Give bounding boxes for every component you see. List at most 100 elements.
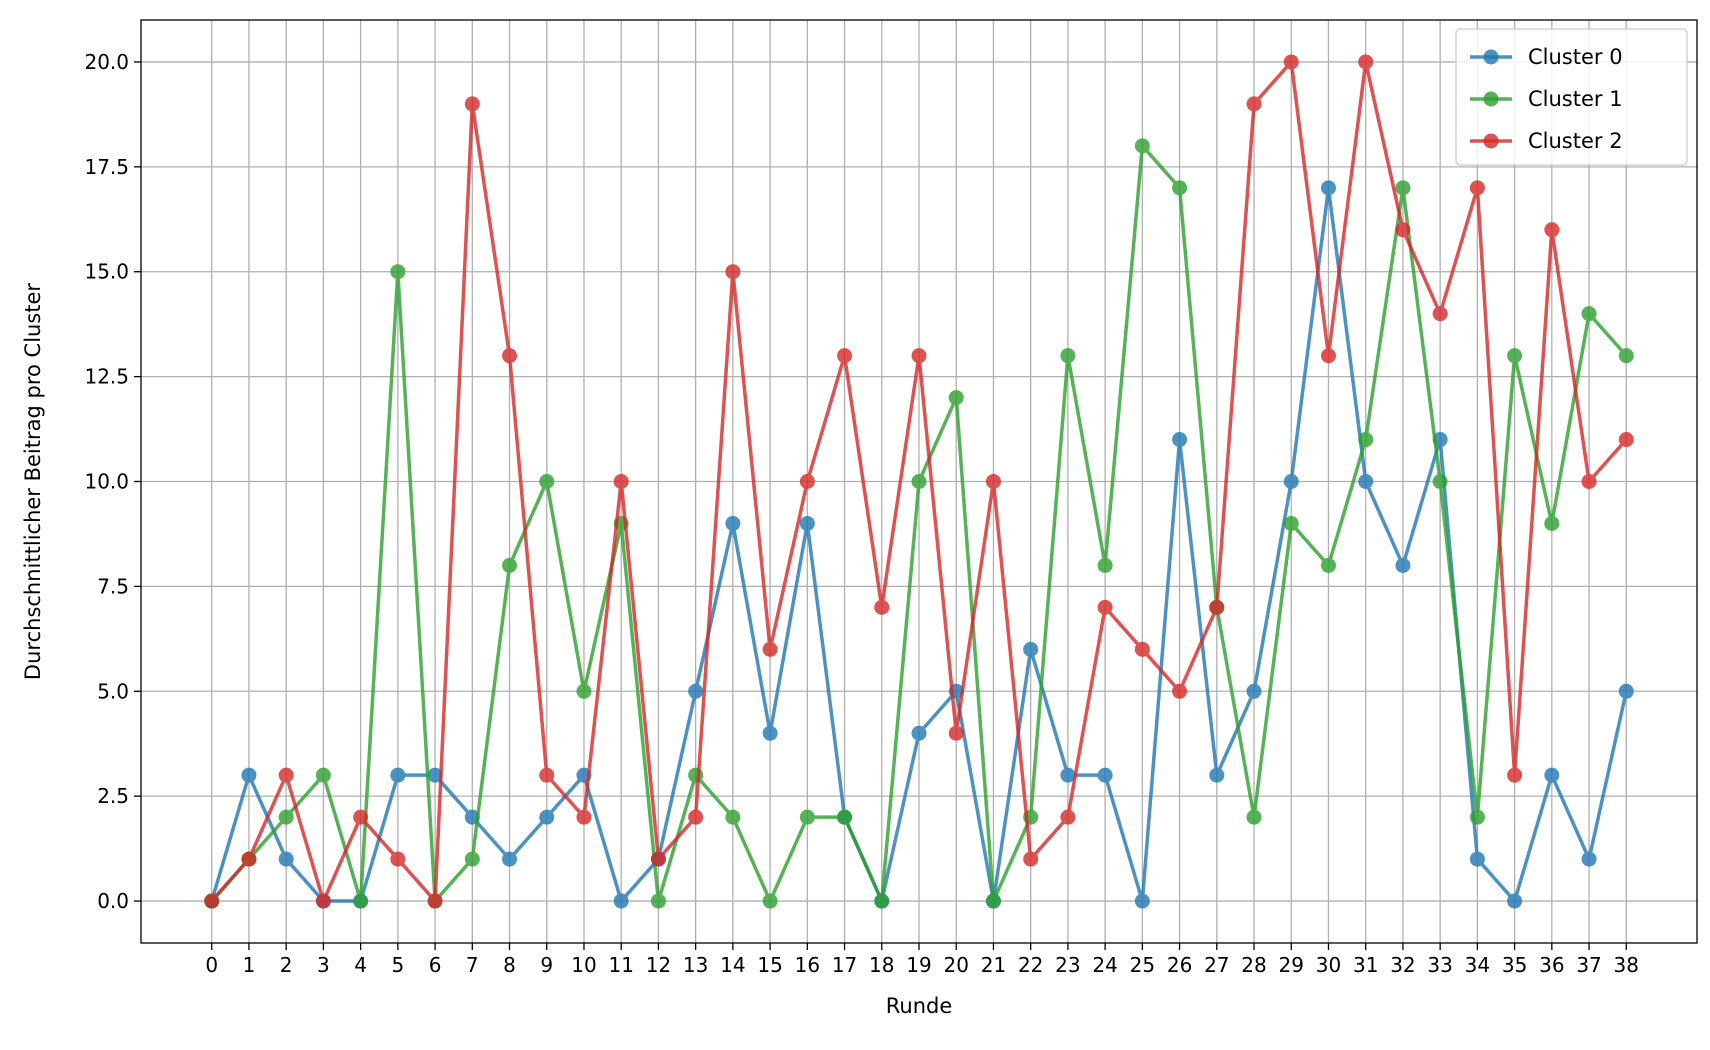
x-tick-label: 17 — [832, 953, 857, 977]
data-point — [315, 893, 331, 909]
data-point — [1283, 54, 1299, 70]
data-point — [1395, 222, 1411, 238]
x-tick-label: 7 — [466, 953, 479, 977]
data-point — [1172, 180, 1188, 196]
data-point — [613, 474, 629, 489]
data-point — [1469, 851, 1485, 867]
data-point — [502, 851, 518, 867]
data-point — [911, 725, 927, 741]
data-point — [1581, 306, 1597, 322]
data-point — [1507, 767, 1523, 783]
data-point — [1469, 809, 1485, 825]
x-axis-label: Runde — [886, 994, 953, 1018]
y-tick-label: 7.5 — [97, 574, 129, 598]
x-tick-label: 26 — [1167, 953, 1192, 977]
data-point — [1358, 432, 1374, 448]
data-point — [1469, 180, 1485, 196]
data-point — [1209, 599, 1225, 615]
data-point — [799, 809, 815, 825]
x-tick-label: 25 — [1130, 953, 1155, 977]
x-tick-label: 12 — [646, 953, 671, 977]
data-point — [1172, 432, 1188, 448]
x-tick-label: 29 — [1279, 953, 1304, 977]
legend-swatch-marker — [1483, 133, 1499, 149]
data-point — [1172, 683, 1188, 699]
legend: Cluster 0 Cluster 1 Cluster 2 — [1455, 28, 1688, 166]
data-point — [241, 767, 257, 783]
data-point — [1023, 851, 1039, 867]
x-tick-label: 4 — [354, 953, 367, 977]
data-point — [1395, 557, 1411, 573]
x-tick-label: 15 — [757, 953, 782, 977]
data-point — [762, 893, 778, 909]
y-axis: 0.0 2.5 5.0 7.5 10.0 12.5 15.0 17.5 20.0 — [84, 50, 141, 913]
data-point — [1544, 222, 1560, 238]
data-point — [1060, 809, 1076, 825]
data-point — [1581, 851, 1597, 867]
x-tick-label: 35 — [1502, 953, 1527, 977]
data-point — [874, 599, 890, 615]
data-point — [1134, 641, 1150, 657]
legend-label: Cluster 2 — [1528, 129, 1623, 153]
grid-lines — [141, 20, 1697, 943]
x-tick-label: 32 — [1390, 953, 1415, 977]
data-point — [1283, 474, 1299, 489]
x-tick-label: 31 — [1353, 953, 1378, 977]
x-tick-label: 37 — [1576, 953, 1601, 977]
data-point — [799, 474, 815, 489]
data-point — [539, 474, 555, 489]
data-point — [1432, 474, 1448, 489]
data-point — [1432, 306, 1448, 322]
y-axis-label: Durchschnittlicher Beitrag pro Cluster — [21, 283, 45, 681]
data-point — [725, 809, 741, 825]
x-tick-label: 20 — [943, 953, 968, 977]
data-point — [837, 809, 853, 825]
data-point — [1618, 683, 1634, 699]
data-point — [1097, 767, 1113, 783]
data-point — [1246, 96, 1262, 112]
data-point — [1618, 432, 1634, 448]
x-tick-label: 11 — [608, 953, 633, 977]
data-point — [1246, 809, 1262, 825]
x-tick-label: 33 — [1427, 953, 1452, 977]
data-point — [539, 809, 555, 825]
data-point — [948, 390, 964, 406]
data-point — [390, 851, 406, 867]
data-point — [911, 348, 927, 364]
x-tick-label: 16 — [795, 953, 820, 977]
data-point — [688, 683, 704, 699]
data-point — [1320, 348, 1336, 364]
data-point — [985, 893, 1001, 909]
data-point — [576, 683, 592, 699]
x-tick-label: 23 — [1055, 953, 1080, 977]
data-point — [911, 474, 927, 489]
data-point — [502, 348, 518, 364]
data-point — [1134, 138, 1150, 154]
x-tick-label: 10 — [571, 953, 596, 977]
data-point — [1618, 348, 1634, 364]
data-point — [688, 809, 704, 825]
data-point — [688, 767, 704, 783]
data-point — [241, 851, 257, 867]
data-point — [1246, 683, 1262, 699]
y-tick-label: 20.0 — [84, 50, 129, 74]
data-point — [1395, 180, 1411, 196]
data-point — [315, 767, 331, 783]
x-tick-label: 14 — [720, 953, 745, 977]
data-point — [427, 767, 443, 783]
x-tick-label: 8 — [503, 953, 516, 977]
data-point — [1134, 893, 1150, 909]
y-tick-label: 2.5 — [97, 784, 129, 808]
data-point — [539, 767, 555, 783]
data-point — [1209, 767, 1225, 783]
x-tick-label: 6 — [429, 953, 442, 977]
data-point — [799, 515, 815, 531]
data-point — [1507, 893, 1523, 909]
data-point — [985, 474, 1001, 489]
data-point — [576, 809, 592, 825]
data-point — [874, 893, 890, 909]
x-tick-label: 5 — [391, 953, 404, 977]
data-point — [1060, 767, 1076, 783]
